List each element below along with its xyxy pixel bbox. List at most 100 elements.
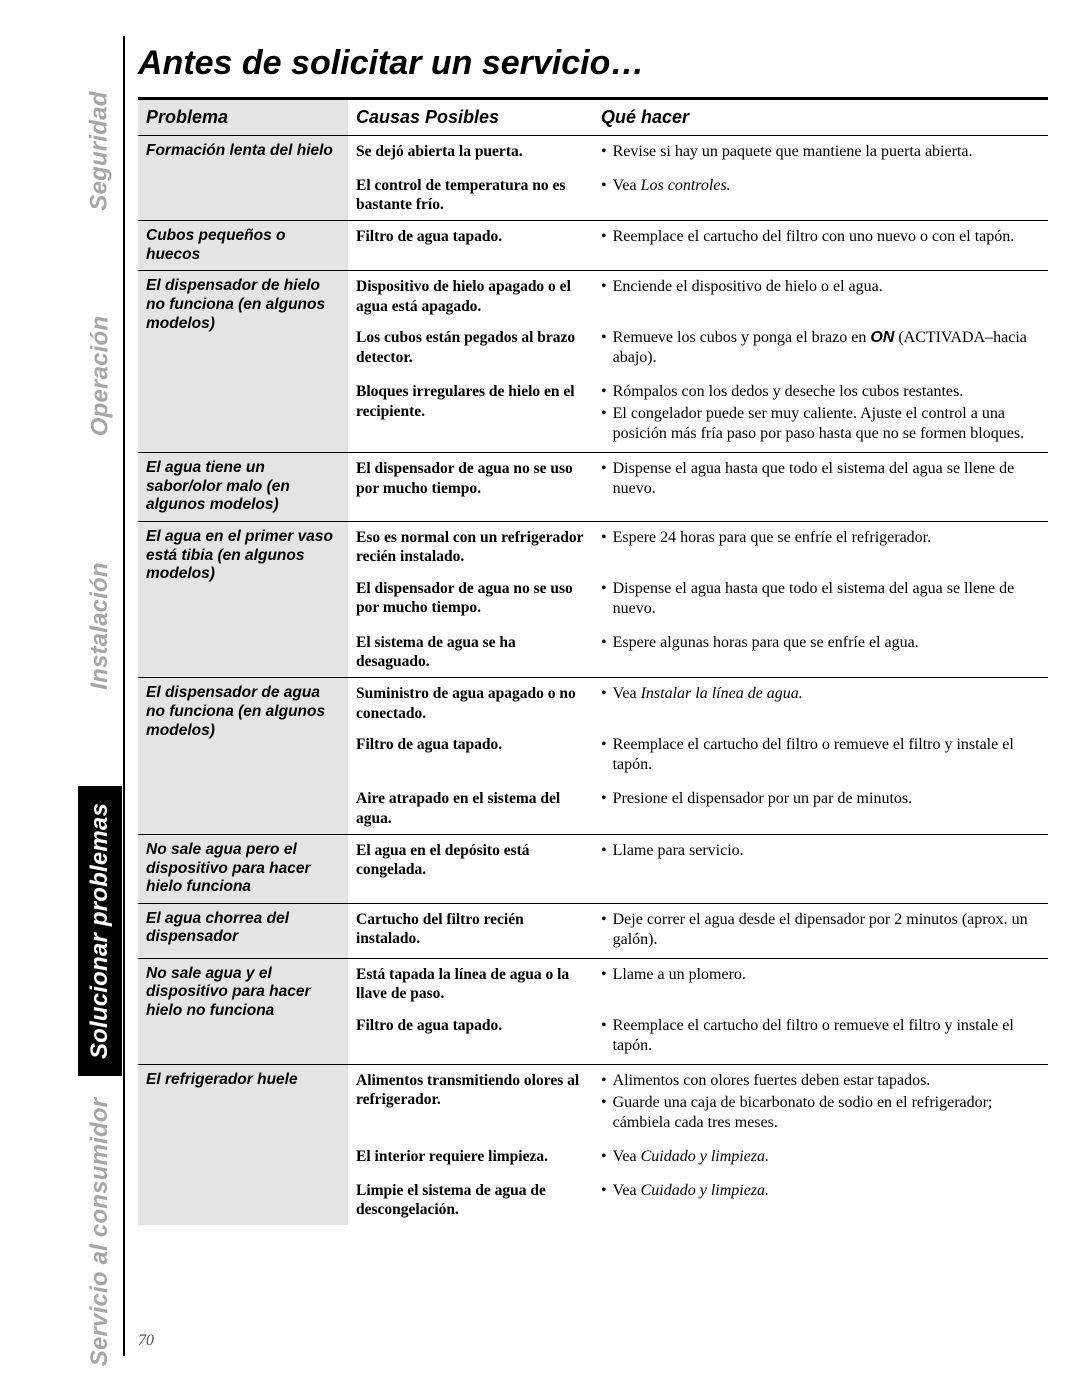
fix-text: Remueve los cubos y ponga el brazo en ON… <box>613 328 1040 368</box>
problem-cell: No sale agua pero el dispositivo para ha… <box>138 834 348 903</box>
fix-item: • Llame a un plomero. <box>601 965 1040 985</box>
side-tab-label: Instalación <box>86 562 114 690</box>
fix-cell: •Rómpalos con los dedos y deseche los cu… <box>593 376 1048 453</box>
fix-cell: • Llame a un plomero. <box>593 958 1048 1009</box>
fix-cell: •Reemplace el cartucho del filtro o remu… <box>593 1010 1048 1065</box>
page-number: 70 <box>138 1332 154 1350</box>
fix-text: Alimentos con olores fuertes deben estar… <box>613 1071 1040 1091</box>
fix-cell: • Vea Cuidado y limpieza. <box>593 1175 1048 1226</box>
bullet-icon: • <box>601 735 607 775</box>
fix-cell: •Dispense el agua hasta que todo el sist… <box>593 573 1048 627</box>
table-row: El agua en el primer vaso está tibia (en… <box>138 521 1048 572</box>
bullet-icon: • <box>601 841 607 861</box>
fix-item: •Vea Instalar la línea de agua. <box>601 684 1040 704</box>
problem-cell: No sale agua y el dispositivo para hacer… <box>138 958 348 1064</box>
fix-item: •Revise si hay un paquete que mantiene l… <box>601 142 1040 162</box>
fix-cell: •Remueve los cubos y ponga el brazo en O… <box>593 322 1048 376</box>
cause-cell: Los cubos están pegados al brazo detecto… <box>348 322 593 376</box>
bullet-icon: • <box>601 633 607 653</box>
fix-item: •Dispense el agua hasta que todo el sist… <box>601 579 1040 619</box>
cause-cell: Suministro de agua apagado o no conectad… <box>348 678 593 729</box>
cause-cell: Limpie el sistema de agua de descongelac… <box>348 1175 593 1226</box>
page-title: Antes de solicitar un servicio… <box>138 36 1048 97</box>
bullet-icon: • <box>601 1181 607 1201</box>
cause-cell: Dispositivo de hielo apagado o el agua e… <box>348 271 593 322</box>
fix-item: • Vea Cuidado y limpieza. <box>601 1147 1040 1167</box>
cause-cell: El interior requiere limpieza. <box>348 1141 593 1175</box>
problem-cell: El refrigerador huele <box>138 1064 348 1225</box>
problem-cell: Formación lenta del hielo <box>138 135 348 221</box>
fix-cell: •Enciende el dispositivo de hielo o el a… <box>593 271 1048 322</box>
side-tab-label: Solucionar problemas <box>86 803 114 1059</box>
bullet-icon: • <box>601 227 607 247</box>
bullet-icon: • <box>601 789 607 809</box>
fix-cell: •Reemplace el cartucho del filtro o remu… <box>593 729 1048 783</box>
cause-cell: Alimentos transmitiendo olores al refrig… <box>348 1064 593 1141</box>
bullet-icon: • <box>601 528 607 548</box>
bullet-icon: • <box>601 579 607 619</box>
bullet-icon: • <box>601 382 607 402</box>
fix-item: •Espere 24 horas para que se enfríe el r… <box>601 528 1040 548</box>
bullet-icon: • <box>601 277 607 297</box>
side-tab: Instalación <box>78 536 122 716</box>
bullet-icon: • <box>601 1147 607 1167</box>
fix-text: Vea Cuidado y limpieza. <box>613 1147 1040 1167</box>
col-header-fix: Qué hacer <box>593 100 1048 135</box>
troubleshoot-table: Problema Causas Posibles Qué hacer Forma… <box>138 100 1048 1225</box>
bullet-icon: • <box>601 1016 607 1056</box>
fix-text: Vea Cuidado y limpieza. <box>613 1181 1040 1201</box>
fix-text: Llame para servicio. <box>613 841 1040 861</box>
fix-item: •Reemplace el cartucho del filtro o remu… <box>601 1016 1040 1056</box>
side-tab-label: Servicio al consumidor <box>86 1098 114 1366</box>
side-tab: Servicio al consumidor <box>78 1092 122 1372</box>
fix-text: Reemplace el cartucho del filtro o remue… <box>613 735 1040 775</box>
fix-text: Reemplace el cartucho del filtro o remue… <box>613 1016 1040 1056</box>
fix-text: Dispense el agua hasta que todo el siste… <box>613 459 1040 499</box>
fix-cell: • Vea Cuidado y limpieza. <box>593 1141 1048 1175</box>
fix-item: •Reemplace el cartucho del filtro con un… <box>601 227 1040 247</box>
cause-cell: El sistema de agua se ha desaguado. <box>348 627 593 678</box>
cause-cell: Se dejó abierta la puerta. <box>348 135 593 170</box>
fix-item: •Alimentos con olores fuertes deben esta… <box>601 1071 1040 1091</box>
fix-cell: •Vea Instalar la línea de agua. <box>593 678 1048 729</box>
problem-cell: El agua en el primer vaso está tibia (en… <box>138 521 348 678</box>
fix-text: Vea Instalar la línea de agua. <box>613 684 1040 704</box>
table-row: No sale agua y el dispositivo para hacer… <box>138 958 1048 1009</box>
cause-cell: Cartucho del filtro recién instalado. <box>348 903 593 958</box>
fix-cell: • Alimentos con olores fuertes deben esta… <box>593 1064 1048 1141</box>
fix-item: •Dispense el agua hasta que todo el sist… <box>601 459 1040 499</box>
fix-cell: •Presione el dispensador por un par de m… <box>593 783 1048 834</box>
fix-text: Espere algunas horas para que se enfríe … <box>613 633 1040 653</box>
cause-cell: Aire atrapado en el sistema del agua. <box>348 783 593 834</box>
cause-cell: Filtro de agua tapado. <box>348 221 593 271</box>
fix-text: El congelador puede ser muy caliente. Aj… <box>613 404 1040 444</box>
fix-item: •Guarde una caja de bicarbonato de sodio… <box>601 1093 1040 1133</box>
fix-item: •Rómpalos con los dedos y deseche los cu… <box>601 382 1040 402</box>
bullet-icon: • <box>601 1093 607 1133</box>
fix-item: •Enciende el dispositivo de hielo o el a… <box>601 277 1040 297</box>
fix-cell: •Revise si hay un paquete que mantiene l… <box>593 135 1048 170</box>
cause-cell: Está tapada la línea de agua o la llave … <box>348 958 593 1009</box>
cause-cell: Bloques irregulares de hielo en el recip… <box>348 376 593 453</box>
fix-item: •El congelador puede ser muy caliente. A… <box>601 404 1040 444</box>
problem-cell: El agua tiene un sabor/olor malo (en alg… <box>138 453 348 522</box>
cause-cell: El control de temperatura no es bastante… <box>348 170 593 221</box>
vertical-rule <box>123 36 125 1356</box>
table-row: El dispensador de agua no funciona (en a… <box>138 678 1048 729</box>
fix-item: •Reemplace el cartucho del filtro o remu… <box>601 735 1040 775</box>
table-row: El agua tiene un sabor/olor malo (en alg… <box>138 453 1048 522</box>
fix-item: • Vea Cuidado y limpieza. <box>601 1181 1040 1201</box>
bullet-icon: • <box>601 328 607 368</box>
side-tabs: SeguridadOperaciónInstalaciónSolucionar … <box>78 36 122 1356</box>
fix-text: Deje correr el agua desde el dipensador … <box>613 910 1040 950</box>
side-tab: Solucionar problemas <box>78 786 122 1076</box>
col-header-problem: Problema <box>138 100 348 135</box>
bullet-icon: • <box>601 965 607 985</box>
fix-text: Dispense el agua hasta que todo el siste… <box>613 579 1040 619</box>
fix-cell: • Llame para servicio. <box>593 834 1048 903</box>
fix-item: •Vea Los controles. <box>601 176 1040 196</box>
fix-text: Llame a un plomero. <box>613 965 1040 985</box>
fix-item: • Llame para servicio. <box>601 841 1040 861</box>
bullet-icon: • <box>601 459 607 499</box>
table-row: Cubos pequeños o huecosFiltro de agua ta… <box>138 221 1048 271</box>
